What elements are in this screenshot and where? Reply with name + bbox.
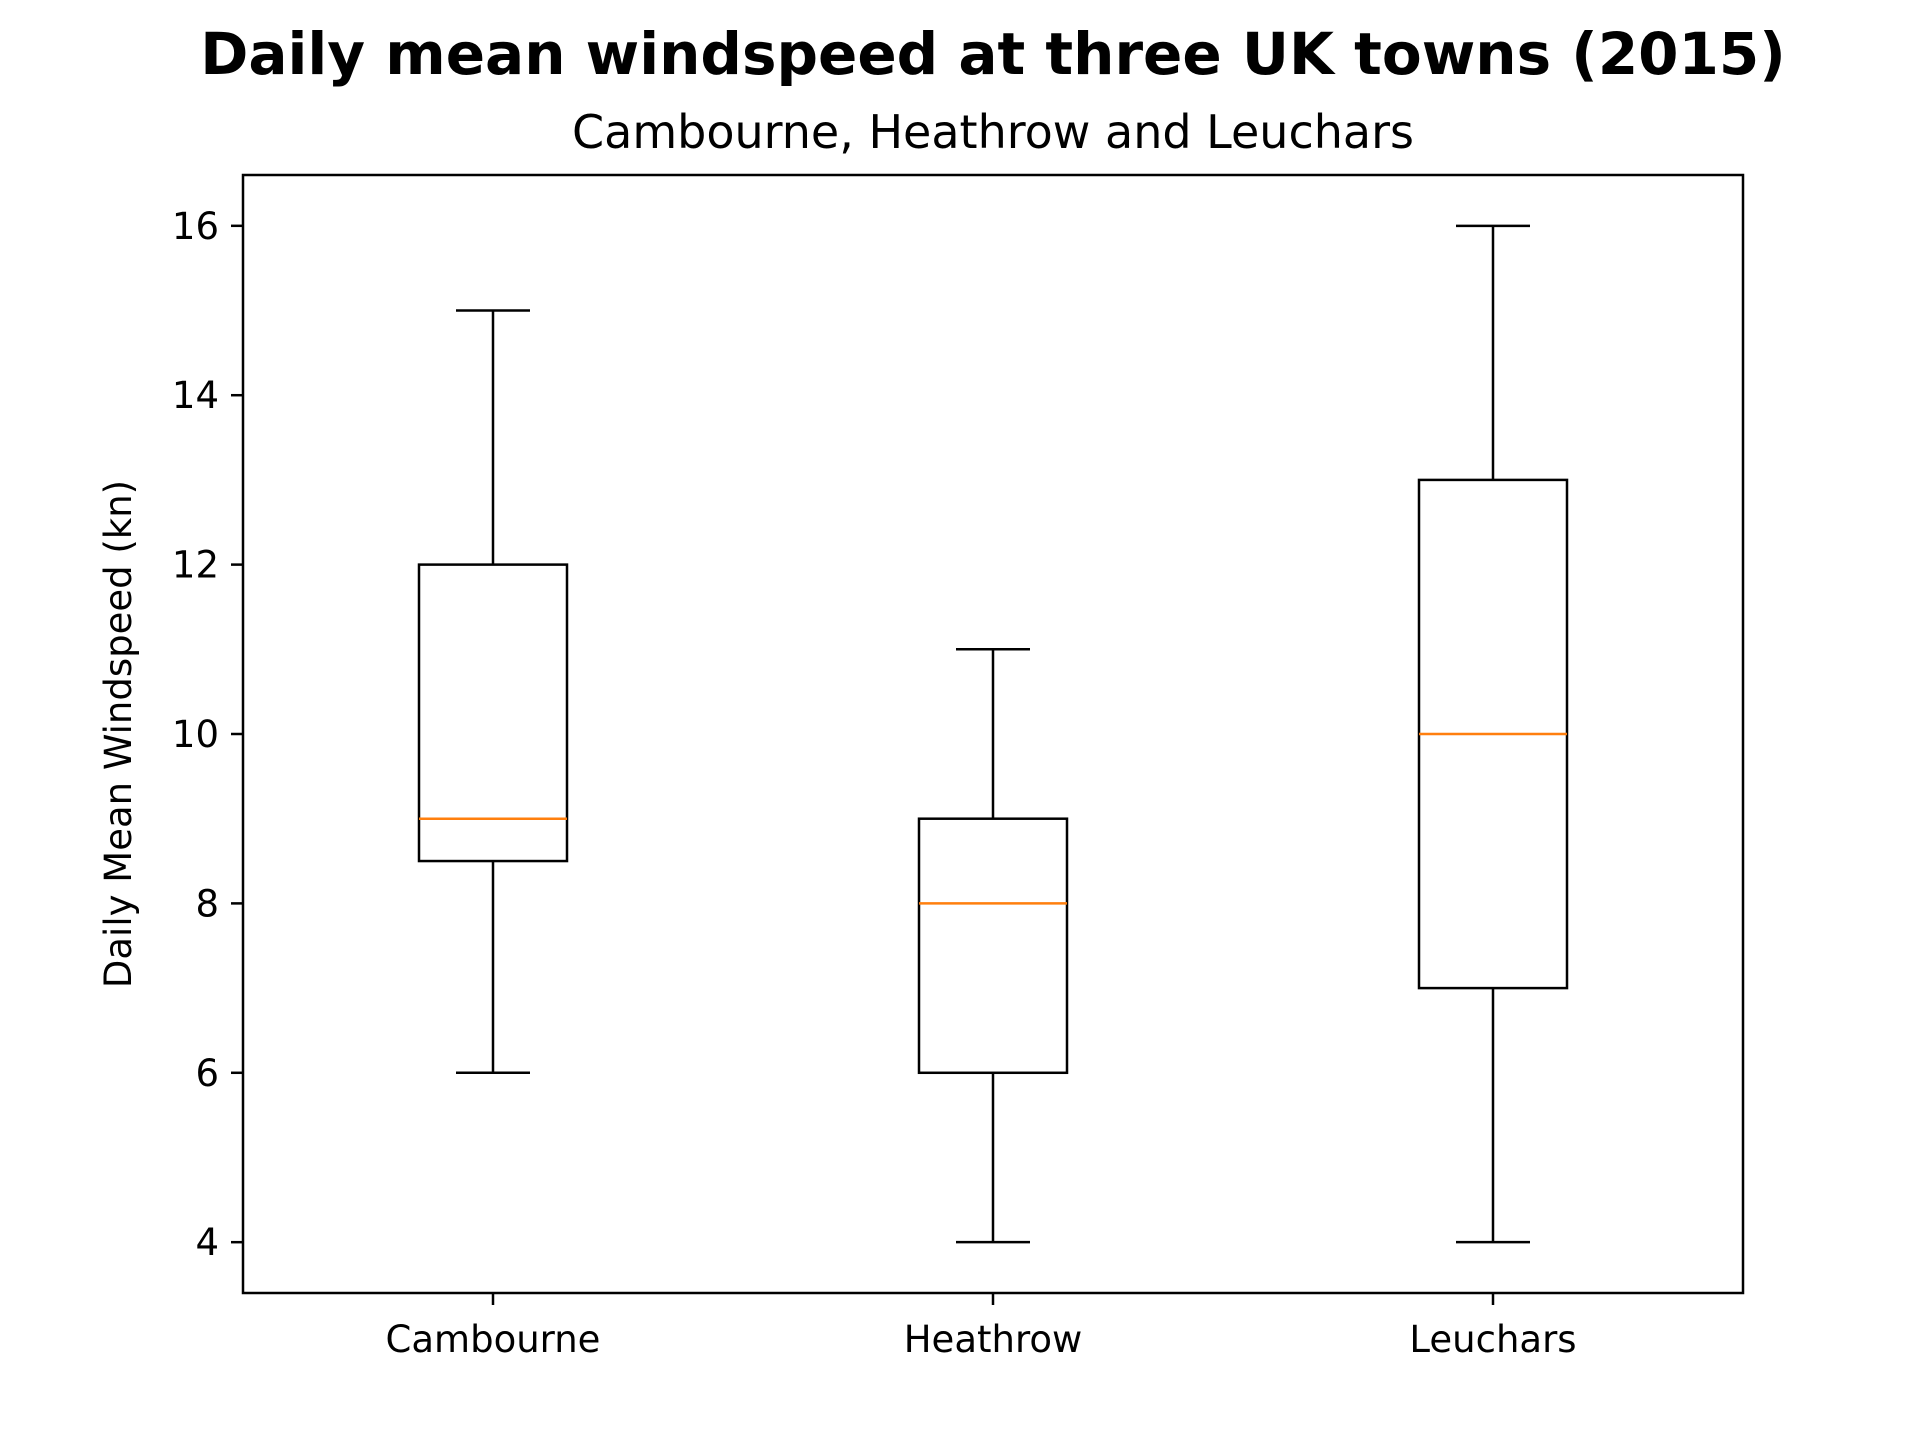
y-axis-label: Daily Mean Windspeed (kn)	[97, 480, 140, 988]
y-tick-label: 10	[172, 713, 219, 756]
box-series	[417, 224, 1569, 1244]
x-axis-ticks: Cambourne Heathrow Leuchars	[386, 1293, 1577, 1361]
box-group	[917, 648, 1069, 1244]
x-tick-label: Heathrow	[904, 1318, 1083, 1361]
box-group	[417, 309, 569, 1075]
box-group	[1417, 224, 1569, 1244]
y-tick-label: 8	[195, 882, 219, 925]
iqr-box	[417, 563, 569, 863]
y-axis-ticks: 4 6 8 10 12 14 16	[172, 205, 243, 1264]
y-tick-label: 12	[172, 544, 219, 587]
x-tick-label: Leuchars	[1409, 1318, 1576, 1361]
y-tick-label: 14	[172, 374, 219, 417]
y-tick-label: 16	[172, 205, 219, 248]
y-tick-label: 4	[195, 1221, 219, 1264]
y-tick-label: 6	[195, 1052, 219, 1095]
chart-title: Daily mean windspeed at three UK towns (…	[200, 20, 1786, 88]
iqr-box	[917, 817, 1069, 1075]
x-tick-label: Cambourne	[386, 1318, 601, 1361]
chart-subtitle: Cambourne, Heathrow and Leuchars	[572, 105, 1414, 159]
